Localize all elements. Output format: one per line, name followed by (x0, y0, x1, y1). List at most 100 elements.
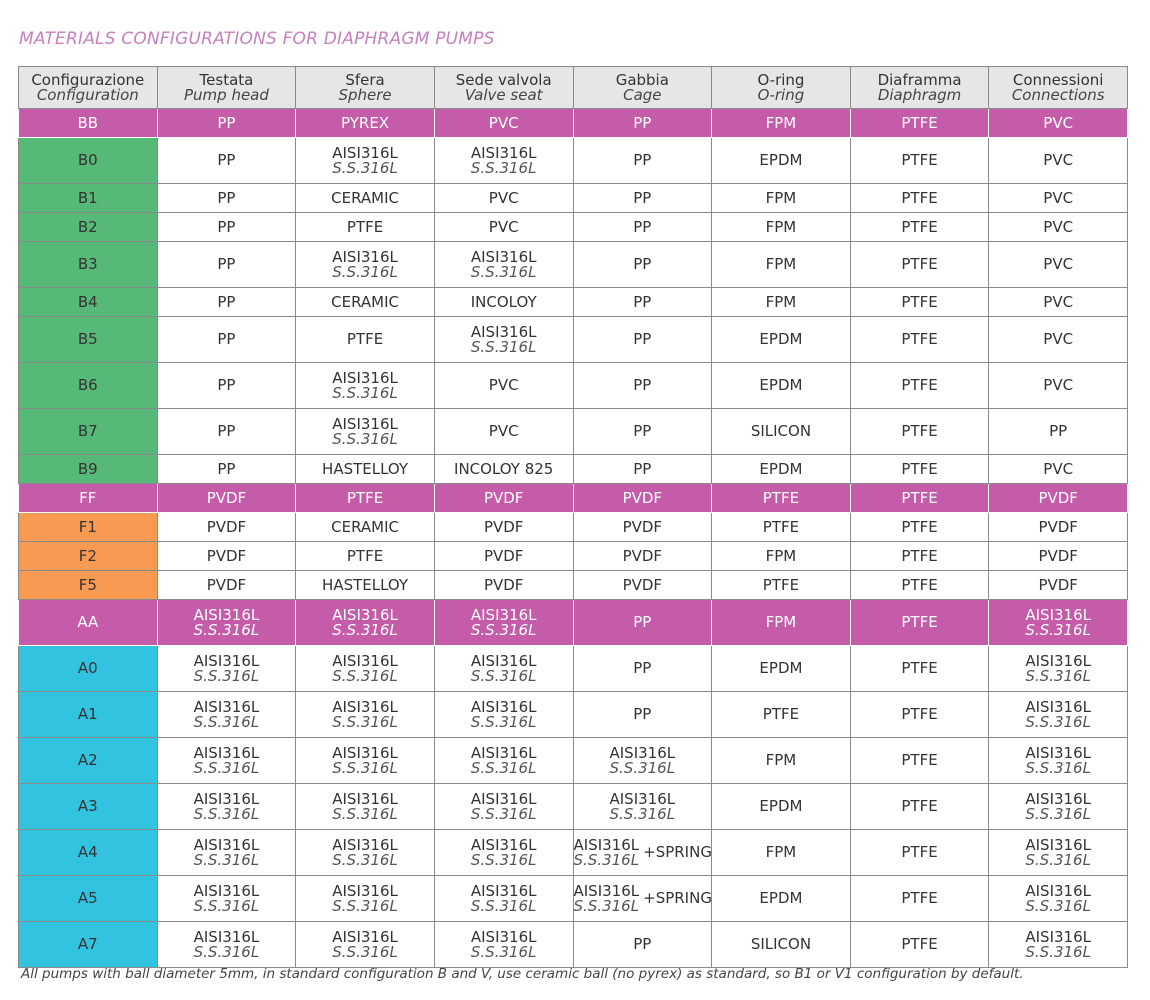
material-cell: AISI316L S.S.316L (295, 645, 435, 692)
material-name: PVDF (483, 488, 524, 507)
material-cell: AISI316L S.S.316L (295, 137, 435, 184)
material-cell: PP (572, 183, 713, 213)
header-label-en: Diaphragm (877, 85, 962, 104)
header-label-en: Pump head (183, 85, 269, 104)
header-label-it: O-ring (757, 70, 805, 89)
material-name: PP (217, 330, 236, 348)
material-cell: AISI316L S.S.316L (988, 599, 1128, 646)
material-name: EPDM (759, 659, 803, 677)
material-name: EPDM (759, 797, 803, 815)
material-cell: FPM (711, 599, 851, 646)
material-name: PP (217, 151, 236, 169)
material-cell: PP (572, 645, 713, 692)
material-alias: S.S.316L (470, 337, 537, 356)
material-name: AISI316L (1025, 605, 1091, 624)
material-cell: PVC (988, 212, 1128, 242)
material-name: PVC (488, 422, 519, 440)
header-label-it: Testata (199, 70, 254, 89)
material-cell: PVC (433, 362, 574, 409)
material-name: CERAMIC (331, 517, 399, 536)
material-cell: PP (156, 454, 297, 484)
material-name: FPM (765, 751, 797, 769)
material-alias: S.S.316L (470, 666, 537, 685)
material-name: AISI316L (332, 651, 398, 670)
material-cell: PTFE (849, 287, 990, 317)
material-cell: AISI316L S.S.316L (295, 241, 435, 288)
material-cell: EPDM (711, 875, 851, 922)
material-name: PTFE (901, 705, 938, 723)
material-alias: S.S.316L (332, 942, 398, 961)
material-name: B2 (77, 217, 98, 236)
material-name: AISI316L (470, 697, 537, 716)
material-cell: PTFE (295, 212, 435, 242)
material-cell: AISI316L S.S.316L (295, 921, 435, 968)
material-name: AISI316L (1025, 743, 1091, 762)
table-row: A2 AISI316L S.S.316L AISI316L S.S.316L AISI31… (18, 737, 1128, 784)
material-name: FF (79, 488, 97, 507)
material-name: PP (633, 659, 652, 677)
material-name: PVDF (1038, 575, 1078, 594)
material-cell: PVC (433, 183, 574, 213)
material-name: PP (633, 613, 652, 631)
material-cell: AISI316L S.S.316L (295, 599, 435, 646)
material-name: PP (217, 113, 236, 132)
material-name: AISI316L (332, 605, 398, 624)
table-row: B9 PP HASTELLOY INCOLOY 825 PP EPDM PTFE PVC (18, 454, 1128, 484)
header-label-it: Sede valvola (455, 70, 552, 89)
header-label-en: Cage (623, 85, 662, 104)
material-cell: PVC (988, 108, 1128, 138)
material-name: PP (1049, 422, 1068, 440)
material-cell: CERAMIC (295, 287, 435, 317)
material-cell: PYREX (295, 108, 435, 138)
configuration-cell: B2 (18, 212, 158, 242)
material-name: PP (633, 151, 652, 169)
table-body: BB PP PYREX PVC PP FPM PTFE PVC B0 PP AISI316L S.S.… (18, 108, 1128, 968)
table-row: B5 PP PTFE AISI316L S.S.316L PP EPDM PTFE PVC (18, 316, 1128, 363)
material-cell: PVDF (433, 541, 574, 571)
material-cell: PVC (988, 183, 1128, 213)
table-row: A7 AISI316L S.S.316L AISI316L S.S.316L AISI31… (18, 921, 1128, 968)
material-name: AISI316L (470, 835, 537, 854)
material-name: PVC (1043, 217, 1074, 236)
column-header: Sfera Sphere (295, 66, 435, 109)
column-header: Sede valvola Valve seat (433, 66, 574, 109)
material-name: AISI316L (470, 605, 537, 624)
material-name: PVDF (1038, 488, 1078, 507)
material-alias: S.S.316L (332, 383, 398, 402)
material-cell: PTFE (849, 108, 990, 138)
material-name: HASTELLOY (322, 459, 409, 478)
material-cell: PVC (988, 287, 1128, 317)
configuration-cell: B4 (18, 287, 158, 317)
material-cell: PTFE (295, 541, 435, 571)
material-alias: S.S.316L (193, 896, 260, 915)
material-cell: FPM (711, 241, 851, 288)
material-alias: S.S.316L (193, 712, 260, 731)
material-name: AISI316L (193, 697, 260, 716)
material-cell: AISI316L S.S.316L (295, 783, 435, 830)
material-name: AISI316L (1025, 651, 1091, 670)
material-name: AISI316L (470, 143, 537, 162)
material-name: PVC (488, 217, 519, 236)
material-name: PTFE (901, 113, 938, 132)
column-header: Configurazione Configuration (18, 66, 158, 109)
material-name: PP (633, 255, 652, 273)
material-cell: AISI316L S.S.316L (572, 737, 713, 784)
material-name: PTFE (901, 889, 938, 907)
material-cell: PP (572, 212, 713, 242)
material-cell: PTFE (711, 512, 851, 542)
material-cell: PVC (988, 241, 1128, 288)
material-alias: S.S.316L (470, 896, 537, 915)
material-name: AISI316L (332, 414, 398, 433)
material-cell: PVDF (156, 541, 297, 571)
material-name: INCOLOY 825 (454, 459, 554, 478)
configuration-cell: AA (18, 599, 158, 646)
material-name: AISI316L (332, 881, 398, 900)
header-label-en: Sphere (338, 85, 392, 104)
column-header: Gabbia Cage (572, 66, 713, 109)
material-name: AISI316L (470, 927, 537, 946)
material-name: AISI316L (470, 743, 537, 762)
material-cell: EPDM (711, 316, 851, 363)
material-name: PVC (1043, 330, 1074, 348)
material-name: PVC (1043, 292, 1074, 311)
material-name: SILICON (750, 935, 812, 953)
